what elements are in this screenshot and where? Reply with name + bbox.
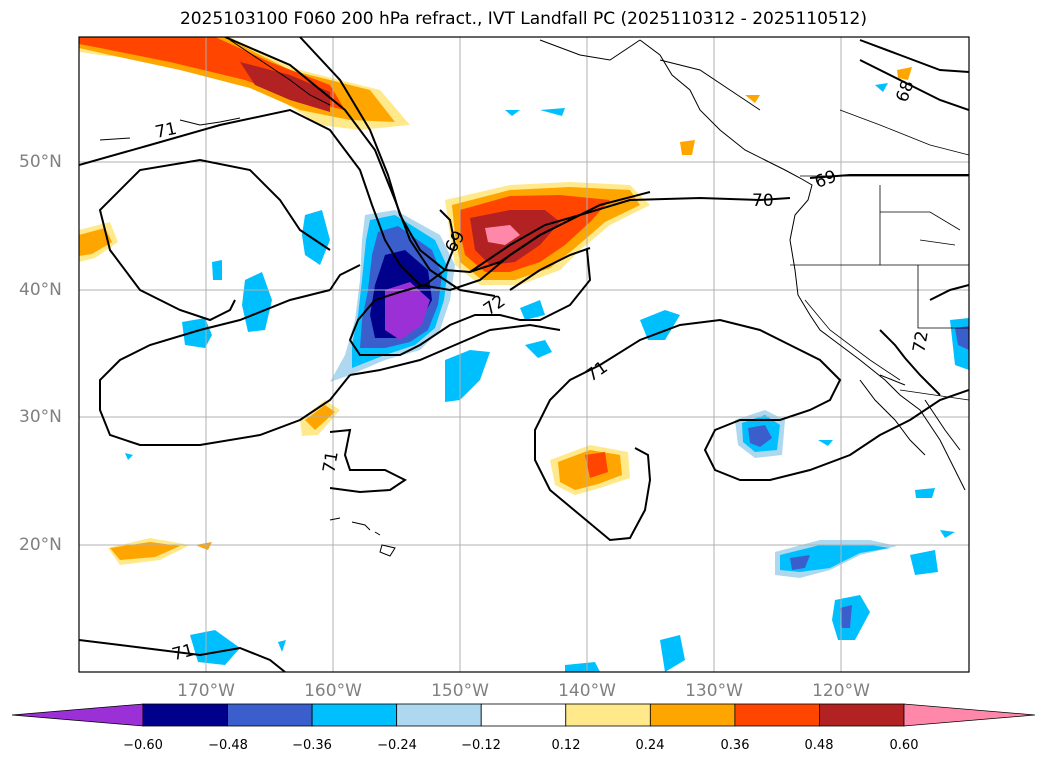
colorbar-tick-label: 0.24: [635, 738, 665, 753]
colorbar-tick-label: 0.48: [804, 738, 834, 753]
colorbar-tick-label: −0.24: [377, 738, 417, 753]
map-background: [79, 37, 969, 672]
colorbar-segment: [311, 703, 398, 727]
lon-label-120w: 120°W: [812, 681, 870, 701]
contour-label: 71: [319, 450, 342, 475]
colorbar-segment: [142, 703, 228, 727]
lon-label-160w: 160°W: [304, 681, 362, 701]
colorbar-segment: [649, 703, 736, 727]
coastlines: [99, 39, 966, 557]
colorbar-tick-label: −0.48: [208, 738, 248, 753]
map-frame: [78, 36, 970, 673]
figure-title: 2025103100 F060 200 hPa refract., IVT La…: [179, 9, 867, 29]
colorbar-tick-label: −0.60: [123, 738, 163, 753]
colorbar-segment: [227, 703, 313, 727]
lat-label-40n: 40°N: [19, 280, 62, 300]
colorbar-segment: [734, 703, 820, 727]
lon-label-170w: 170°W: [177, 681, 235, 701]
colorbar-tick-label: 0.36: [720, 738, 750, 753]
colorbar-tick-label: −0.36: [292, 738, 332, 753]
lon-label-140w: 140°W: [558, 681, 616, 701]
colorbar-tick-label: 0.60: [889, 738, 919, 753]
contour-label: 72: [909, 329, 932, 354]
colorbar-segment: [480, 703, 567, 727]
graticule: [79, 37, 969, 672]
colorbar-tick-label: −0.12: [461, 738, 501, 753]
lat-label-50n: 50°N: [19, 152, 62, 172]
colorbar-segment: [819, 703, 905, 727]
lon-label-130w: 130°W: [685, 681, 743, 701]
contour-label: 71: [153, 119, 178, 143]
colorbar-segment: [396, 703, 482, 727]
colorbar-segment: [565, 703, 651, 727]
lat-label-30n: 30°N: [19, 407, 62, 427]
refractivity-contours: [79, 37, 969, 672]
colorbar: [11, 703, 1036, 727]
positive-anomaly-regions: [79, 37, 912, 565]
lat-label-20n: 20°N: [19, 535, 62, 555]
colorbar-extend-min: [11, 703, 144, 727]
colorbar-tick-label: 0.12: [551, 738, 581, 753]
contour-label: 70: [752, 191, 774, 211]
colorbar-extend-max: [903, 703, 1036, 727]
lon-label-150w: 150°W: [431, 681, 489, 701]
